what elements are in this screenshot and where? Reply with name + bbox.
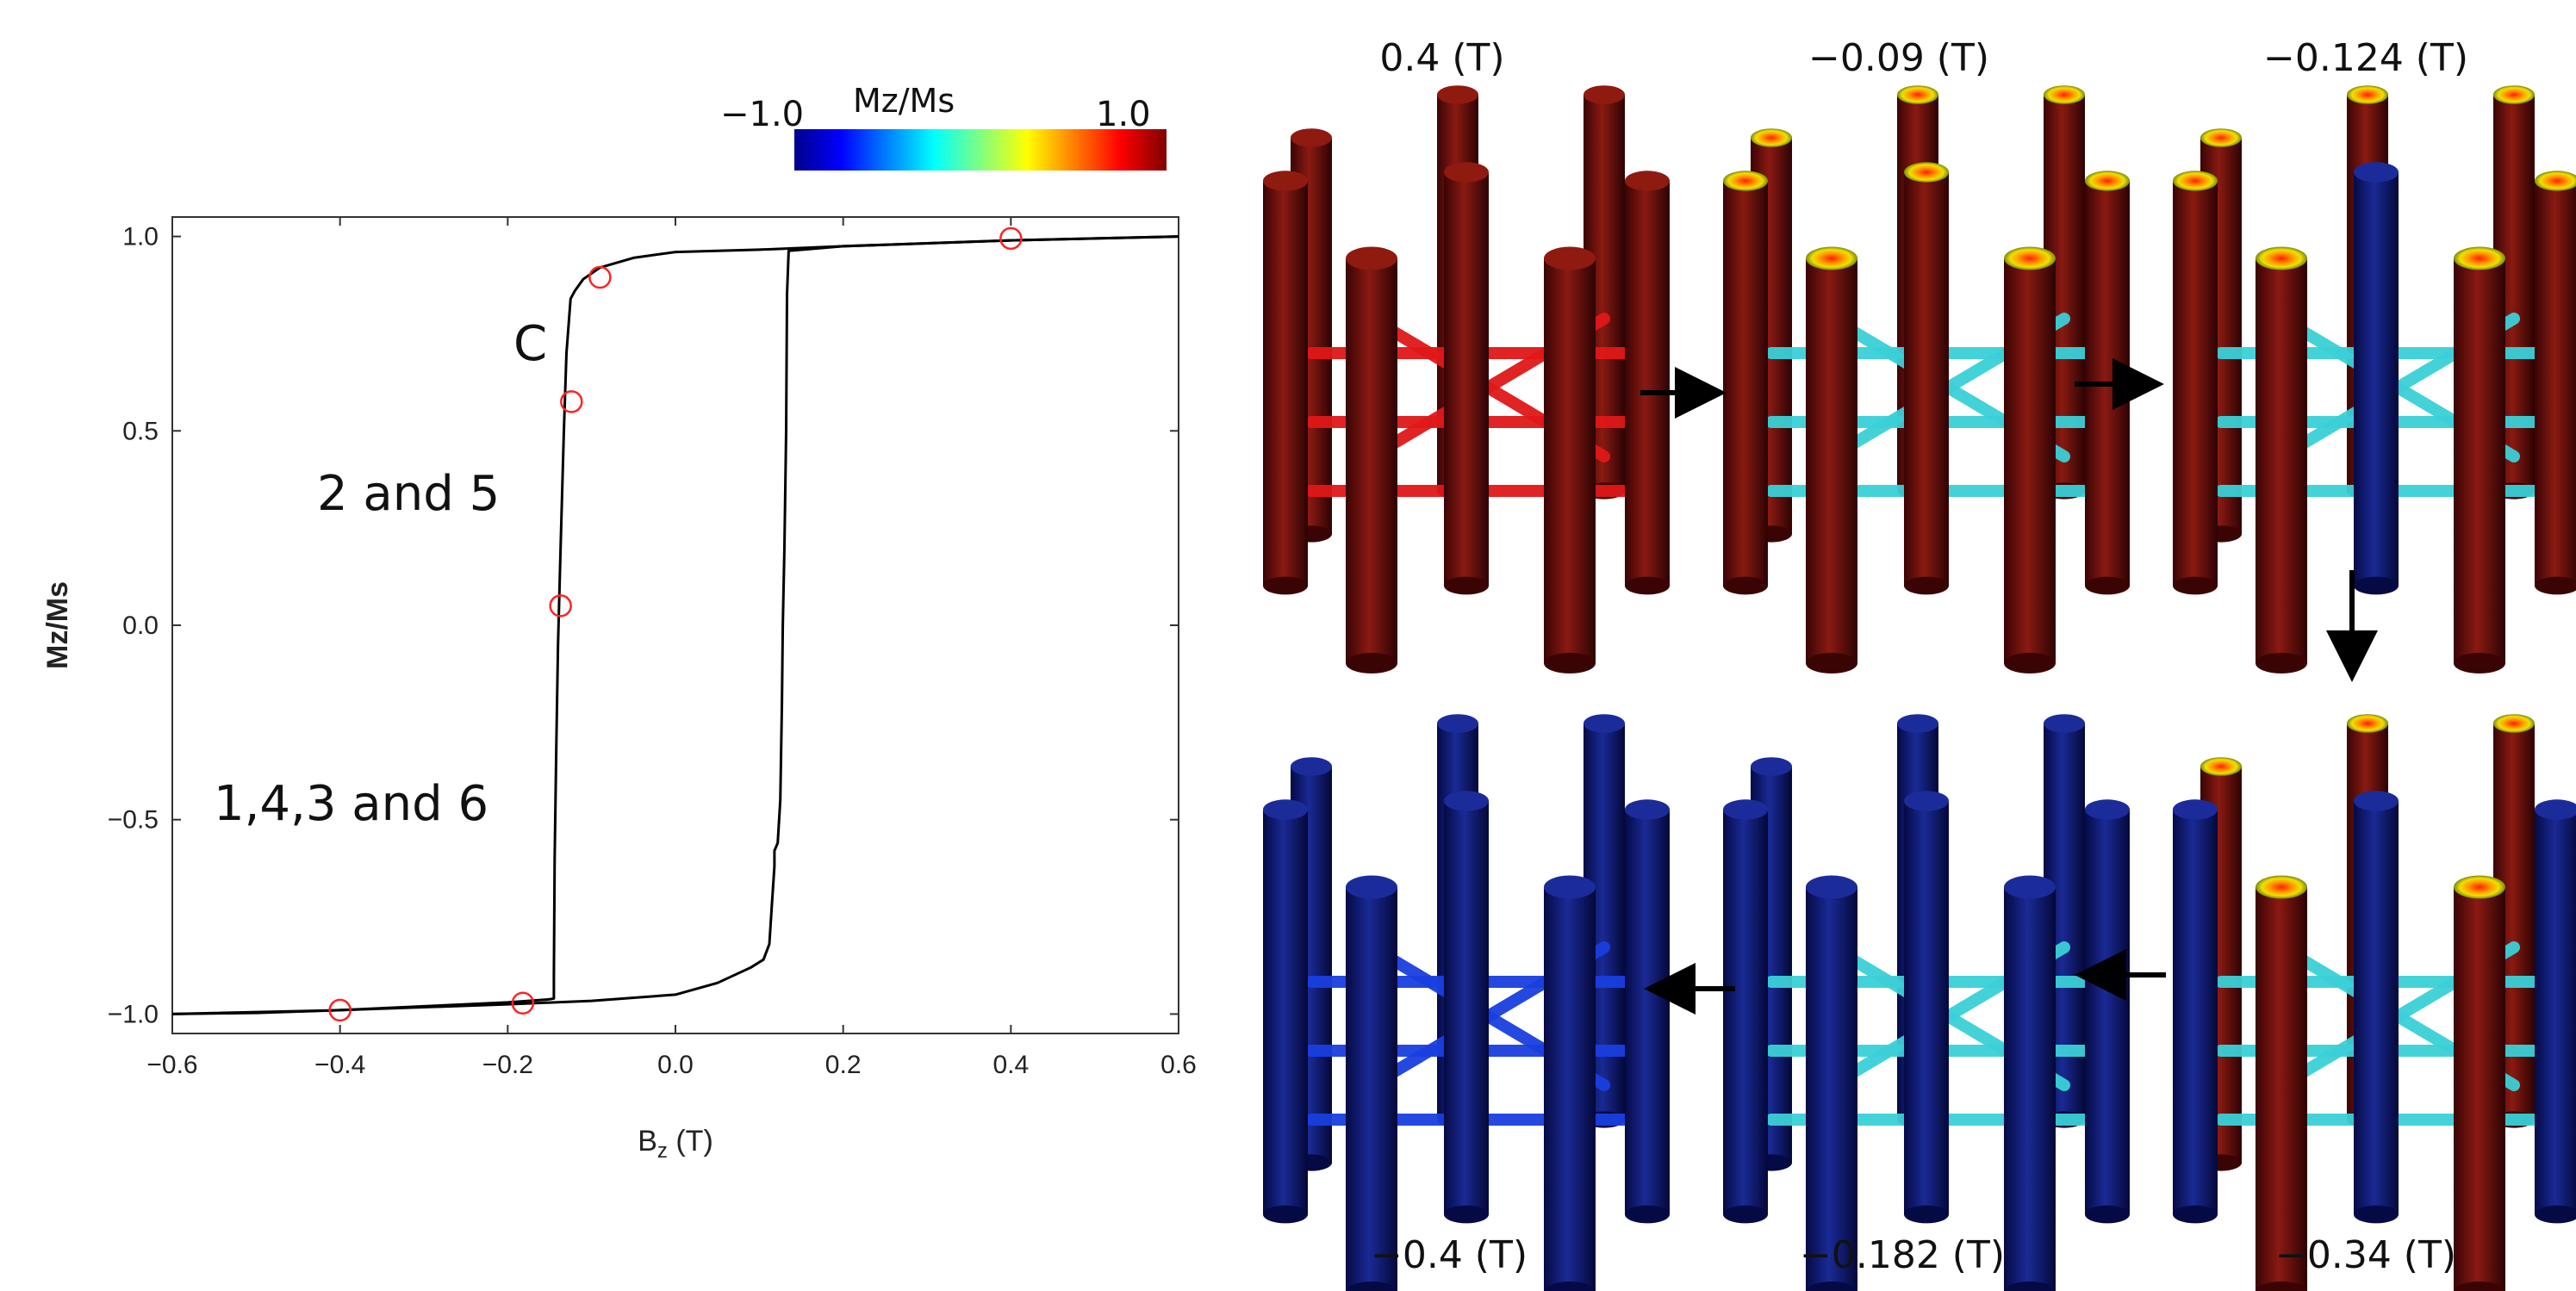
nanowire-cylinder (1904, 791, 1949, 1224)
y-tick-label: 1.0 (122, 223, 159, 251)
colorbar: −1.0 Mz/Ms 1.0 (720, 82, 1167, 171)
nanowire-cylinder (2004, 875, 2056, 1291)
nanowire-cylinder (2004, 246, 2056, 673)
y-tick-label: −0.5 (108, 806, 159, 835)
colorbar-title: Mz/Ms (853, 82, 955, 120)
x-tick-label: 0.6 (1160, 1051, 1197, 1079)
nanowire-cylinder (2454, 246, 2505, 673)
snapshot-4: −0.34 (T) (2173, 714, 2576, 1291)
y-tick-label: −1.0 (108, 1000, 159, 1028)
x-tick-label: −0.4 (314, 1051, 365, 1079)
y-ticks: 1.0 0.5 0.0 −0.5 −1.0 (108, 223, 1179, 1028)
snapshot-label: −0.124 (T) (2263, 36, 2468, 80)
snapshot-marker (549, 594, 572, 618)
hysteresis-plot: −0.6 −0.4 −0.2 0.0 0.2 0.4 0.6 1.0 0.5 0.0 −0.5 −1… (41, 216, 1197, 1163)
nanowire-cylinder (1444, 162, 1489, 595)
x-ticks: −0.6 −0.4 −0.2 0.0 0.2 0.4 0.6 (146, 217, 1197, 1079)
nanowire-cylinder (2535, 171, 2576, 595)
markers (328, 227, 1023, 1022)
annotation-c: C (513, 316, 547, 372)
snapshot-marker (999, 227, 1023, 251)
arrows (1640, 358, 2378, 1015)
descending-branch-line (171, 235, 1179, 1015)
x-axis-label-unit: (T) (668, 1125, 713, 1158)
nanowire-cylinder (1723, 171, 1768, 595)
nanowire-cylinder (2256, 875, 2307, 1291)
y-axis-label: Mz/Ms (41, 581, 74, 669)
snapshot-label: −0.4 (T) (1371, 1233, 1528, 1277)
x-tick-label: 0.0 (657, 1051, 694, 1079)
snapshot-marker (511, 991, 535, 1015)
x-axis-label-sub: z (657, 1139, 668, 1163)
nanowire-cylinder (1263, 799, 1308, 1224)
snapshot-3: −0.124 (T) (2173, 36, 2576, 673)
nanowire-cylinder (1806, 875, 1857, 1291)
snapshot-2: −0.09 (T) (1723, 36, 2130, 673)
annotation-1-4-3-and-6: 1,4,3 and 6 (214, 776, 488, 832)
snapshot-5: −0.182 (T) (1723, 714, 2130, 1291)
x-axis-label-base: B (638, 1125, 657, 1158)
snapshot-label: 0.4 (T) (1379, 36, 1504, 80)
snapshots: 0.4 (T) −0.09 (T) −0.124 (T) −0.34 (T) −0.18… (1263, 36, 2576, 1291)
nanowire-cylinder (1444, 791, 1489, 1224)
snapshot-marker (588, 265, 612, 289)
annotation-2-and-5: 2 and 5 (317, 466, 500, 522)
colorbar-bar (794, 129, 1167, 171)
nanowire-cylinder (2354, 162, 2399, 595)
snapshot-label: −0.09 (T) (1808, 36, 1989, 80)
snapshot-marker (560, 390, 583, 413)
snapshot-label: −0.34 (T) (2275, 1233, 2456, 1277)
nanowire-cylinder (2354, 791, 2399, 1224)
nanowire-cylinder (1625, 799, 1670, 1224)
nanowire-cylinder (1625, 171, 1670, 595)
nanowire-cylinder (1544, 246, 1596, 673)
snapshot-6: −0.4 (T) (1263, 714, 1670, 1291)
colorbar-min-label: −1.0 (720, 95, 804, 134)
x-tick-label: −0.2 (482, 1051, 533, 1079)
snapshot-label: −0.182 (T) (1800, 1233, 2005, 1277)
nanowire-cylinder (1346, 875, 1397, 1291)
nanowire-cylinder (2256, 246, 2307, 673)
nanowire-cylinder (1263, 171, 1308, 595)
colorbar-max-label: 1.0 (1096, 95, 1151, 134)
y-tick-label: 0.0 (122, 611, 159, 640)
y-tick-label: 0.5 (122, 417, 159, 445)
nanowire-cylinder (1346, 246, 1397, 673)
nanowire-cylinder (1544, 875, 1596, 1291)
nanowire-cylinder (2173, 799, 2218, 1224)
nanowire-cylinder (1806, 246, 1857, 673)
curves (171, 235, 1179, 1015)
nanowire-cylinder (1723, 799, 1768, 1224)
ascending-branch-line (171, 235, 1179, 1015)
x-axis-label: Bz (T) (638, 1125, 713, 1163)
nanowire-cylinder (1904, 162, 1949, 595)
nanowire-cylinder (2535, 799, 2576, 1224)
nanowire-cylinder (2454, 875, 2505, 1291)
plot-frame (171, 216, 1179, 1034)
x-tick-label: −0.6 (146, 1051, 197, 1079)
x-tick-label: 0.2 (825, 1051, 862, 1079)
snapshot-1: 0.4 (T) (1263, 36, 1670, 673)
x-tick-label: 0.4 (992, 1051, 1029, 1079)
nanowire-cylinder (2085, 799, 2130, 1224)
nanowire-cylinder (2173, 171, 2218, 595)
snapshot-marker (328, 998, 352, 1022)
